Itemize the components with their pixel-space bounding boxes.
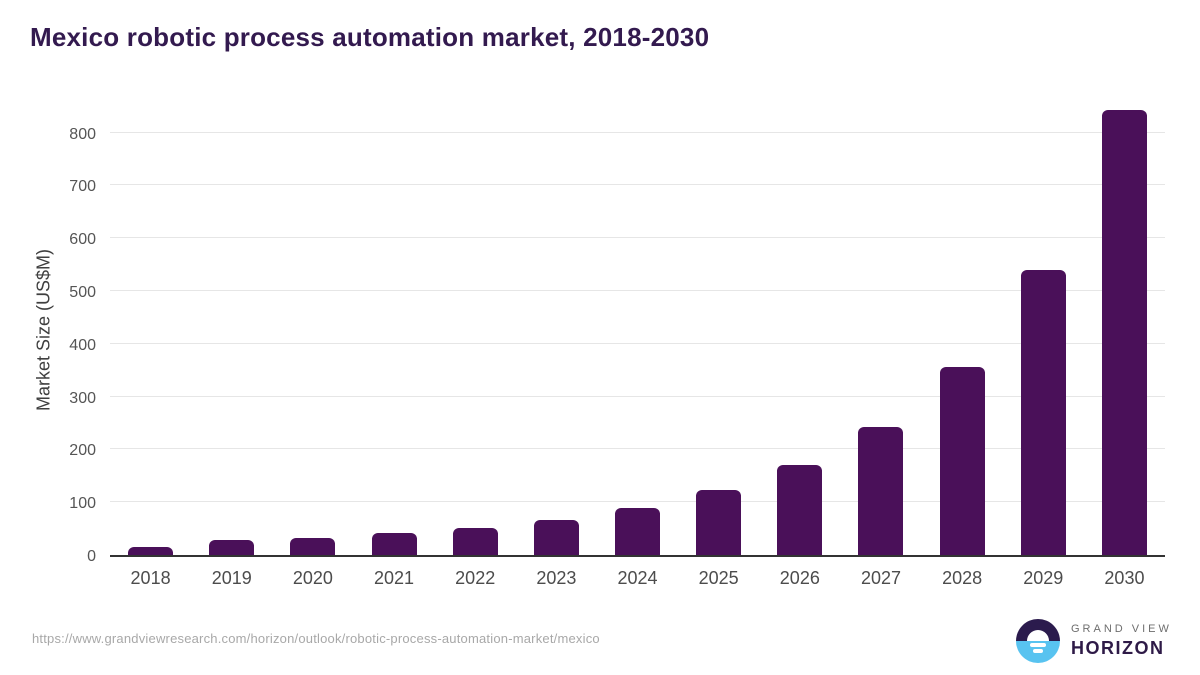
- x-tick-label-2021: 2021: [374, 568, 415, 588]
- bar-slot-2028: [922, 103, 1003, 555]
- x-tick-label-2022: 2022: [455, 568, 496, 588]
- x-tick-label-2018: 2018: [130, 568, 171, 588]
- x-tick-label-2025: 2025: [698, 568, 739, 588]
- y-axis-labels: 0 100 200 300 400 500 600 700 800: [0, 103, 96, 565]
- bar-2018: [128, 546, 174, 555]
- bar-2030: [1101, 109, 1147, 555]
- bar-slot-2021: [353, 103, 434, 555]
- y-tick-label-700: 700: [69, 178, 96, 196]
- y-tick-label-200: 200: [69, 442, 96, 460]
- x-tick-label-2019: 2019: [211, 568, 252, 588]
- gridline-200: [110, 448, 1165, 450]
- x-tick-label-2028: 2028: [942, 568, 983, 588]
- bar-2028: [939, 367, 985, 555]
- bar-slot-2027: [840, 103, 921, 555]
- bar-slot-2020: [272, 103, 353, 555]
- bar-2027: [858, 427, 904, 555]
- logo: GRAND VIEW HORIZON: [1016, 619, 1172, 663]
- bar-slot-2029: [1003, 103, 1084, 555]
- bar-2026: [777, 465, 823, 555]
- x-tick-label-2030: 2030: [1104, 568, 1145, 588]
- logo-grand-view-label: GRAND VIEW: [1071, 623, 1172, 635]
- y-tick-label-400: 400: [69, 336, 96, 354]
- bar-slot-2023: [516, 103, 597, 555]
- bar-2022: [452, 527, 498, 555]
- bar-slot-2026: [759, 103, 840, 555]
- y-tick-label-100: 100: [69, 495, 96, 513]
- bar-2019: [209, 539, 255, 555]
- bar-slot-2030: [1084, 103, 1165, 555]
- gridline-300: [110, 395, 1165, 397]
- bars: [110, 103, 1165, 555]
- bar-slot-2019: [191, 103, 272, 555]
- gridline-500: [110, 290, 1165, 292]
- bar-slot-2018: [110, 103, 191, 555]
- bar-2024: [615, 507, 661, 555]
- logo-horizon-label: HORIZON: [1071, 638, 1165, 658]
- x-axis-labels: 2018 2019 2020 2021 2022 2023 2024 2025 2026 2027…: [110, 568, 1165, 589]
- bar-2021: [371, 533, 417, 555]
- x-tick-label-2024: 2024: [617, 568, 658, 588]
- bar-slot-2024: [597, 103, 678, 555]
- y-tick-label-0: 0: [87, 548, 96, 565]
- horizon-sun-circle-icon: [1016, 619, 1060, 663]
- y-tick-label-800: 800: [69, 125, 96, 143]
- bar-slot-2022: [435, 103, 516, 555]
- source-url: https://www.grandviewresearch.com/horizo…: [32, 631, 600, 646]
- plot-area: [110, 103, 1165, 557]
- bar-2020: [290, 537, 336, 555]
- gridline-700: [110, 184, 1165, 186]
- y-tick-label-300: 300: [69, 389, 96, 407]
- chart-title: Mexico robotic process automation market…: [30, 22, 710, 52]
- gridline-600: [110, 237, 1165, 239]
- gridline-400: [110, 342, 1165, 344]
- x-tick-label-2029: 2029: [1023, 568, 1064, 588]
- y-tick-label-500: 500: [69, 284, 96, 302]
- bar-slot-2025: [678, 103, 759, 555]
- x-tick-label-2027: 2027: [860, 568, 901, 588]
- logo-text: GRAND VIEW HORIZON: [1071, 623, 1172, 659]
- bar-2025: [696, 490, 742, 555]
- x-tick-label-2020: 2020: [292, 568, 333, 588]
- y-tick-label-600: 600: [69, 231, 96, 249]
- bar-2029: [1020, 269, 1066, 555]
- gridline-100: [110, 501, 1165, 503]
- bar-2023: [533, 519, 579, 555]
- x-tick-label-2023: 2023: [536, 568, 577, 588]
- x-tick-label-2026: 2026: [779, 568, 820, 588]
- gridline-800: [110, 131, 1165, 133]
